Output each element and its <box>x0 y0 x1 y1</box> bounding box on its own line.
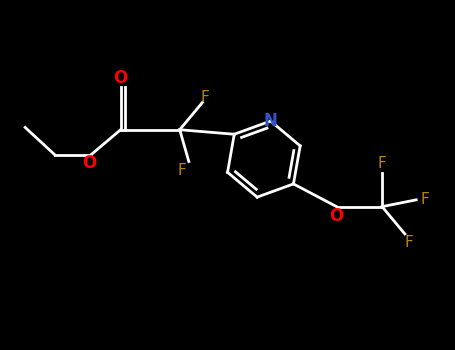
Text: O: O <box>113 69 128 88</box>
Text: F: F <box>378 156 386 171</box>
Text: F: F <box>421 193 430 207</box>
Text: F: F <box>405 234 414 250</box>
Text: N: N <box>263 112 278 130</box>
Text: F: F <box>177 163 187 178</box>
Text: F: F <box>200 90 209 105</box>
Text: O: O <box>329 207 344 225</box>
Text: O: O <box>82 154 96 172</box>
